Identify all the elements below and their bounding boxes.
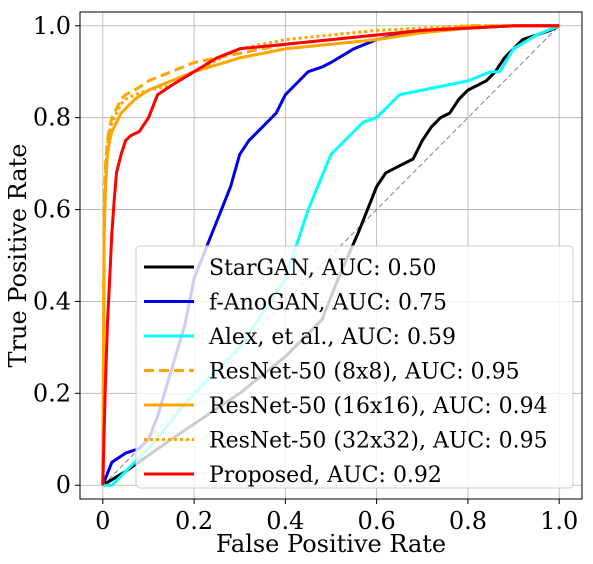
legend-label: f-AnoGAN, AUC: 0.75 [209,291,447,316]
series-line-6 [101,24,560,486]
x-tick-label: 1.0 [540,507,578,535]
series-line-5 [101,24,560,486]
x-tick-label: 0.2 [175,507,213,535]
legend-label: Proposed, AUC: 0.92 [209,463,442,488]
x-tick-label: 0.4 [266,507,304,535]
legend-label: ResNet-50 (8x8), AUC: 0.95 [209,360,520,385]
y-tick-label: 0 [56,471,71,499]
y-tick-label: 0.8 [33,104,71,132]
legend-label: ResNet-50 (32x32), AUC: 0.95 [209,429,548,454]
x-tick-label: 0.6 [358,507,396,535]
y-tick-label: 0.4 [33,287,71,315]
legend-label: StarGAN, AUC: 0.50 [209,256,437,281]
legend-label: Alex, et al., AUC: 0.59 [208,325,456,350]
y-tick-label: 1.0 [33,12,71,40]
legend: StarGAN, AUC: 0.50 f-AnoGAN, AUC: 0.75 Ale… [135,245,574,489]
x-axis-label: False Positive Rate [216,530,446,558]
x-tick-label: 0 [95,507,110,535]
plot-frame [79,11,583,500]
y-tick-label: 0.6 [33,196,71,224]
legend-label: ResNet-50 (16x16), AUC: 0.94 [209,394,548,419]
legend-box [135,245,574,489]
y-axis-label: True Positive Rate [4,144,32,368]
y-tick-label: 0.2 [33,379,71,407]
x-tick-label: 0.8 [449,507,487,535]
axis-ticks: 0 0.2 0.4 0.6 0.8 1.0 0 0.2 0.4 0.6 0.8 1.0 [33,12,578,535]
